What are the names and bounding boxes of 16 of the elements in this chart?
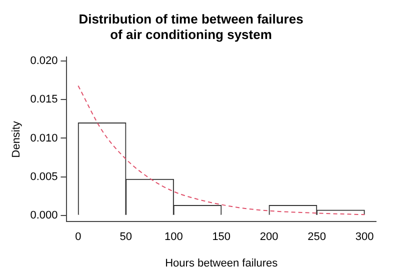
x-axis-title: Hours between failures [165, 257, 278, 270]
chart-title: Distribution of time between failures of air conditioning system [78, 11, 304, 42]
y-tick-label: 0.020 [30, 55, 58, 68]
y-tick-label: 0.015 [30, 94, 58, 106]
x-tick-label: 250 [308, 231, 326, 244]
y-tick-label: 0.000 [30, 209, 58, 222]
y-axis-title: Density [10, 120, 23, 158]
y-tick-label: 0.005 [30, 170, 58, 183]
line-series [78, 85, 366, 216]
x-tick-label: 50 [120, 231, 132, 244]
x-tick-label: 300 [355, 231, 374, 244]
x-tick-label: 100 [164, 231, 183, 244]
x-tick-label: 200 [260, 231, 278, 244]
y-tick-label: 0.010 [30, 132, 58, 144]
x-tick-label: 0 [75, 231, 82, 244]
x-tick-label: 150 [212, 231, 231, 244]
